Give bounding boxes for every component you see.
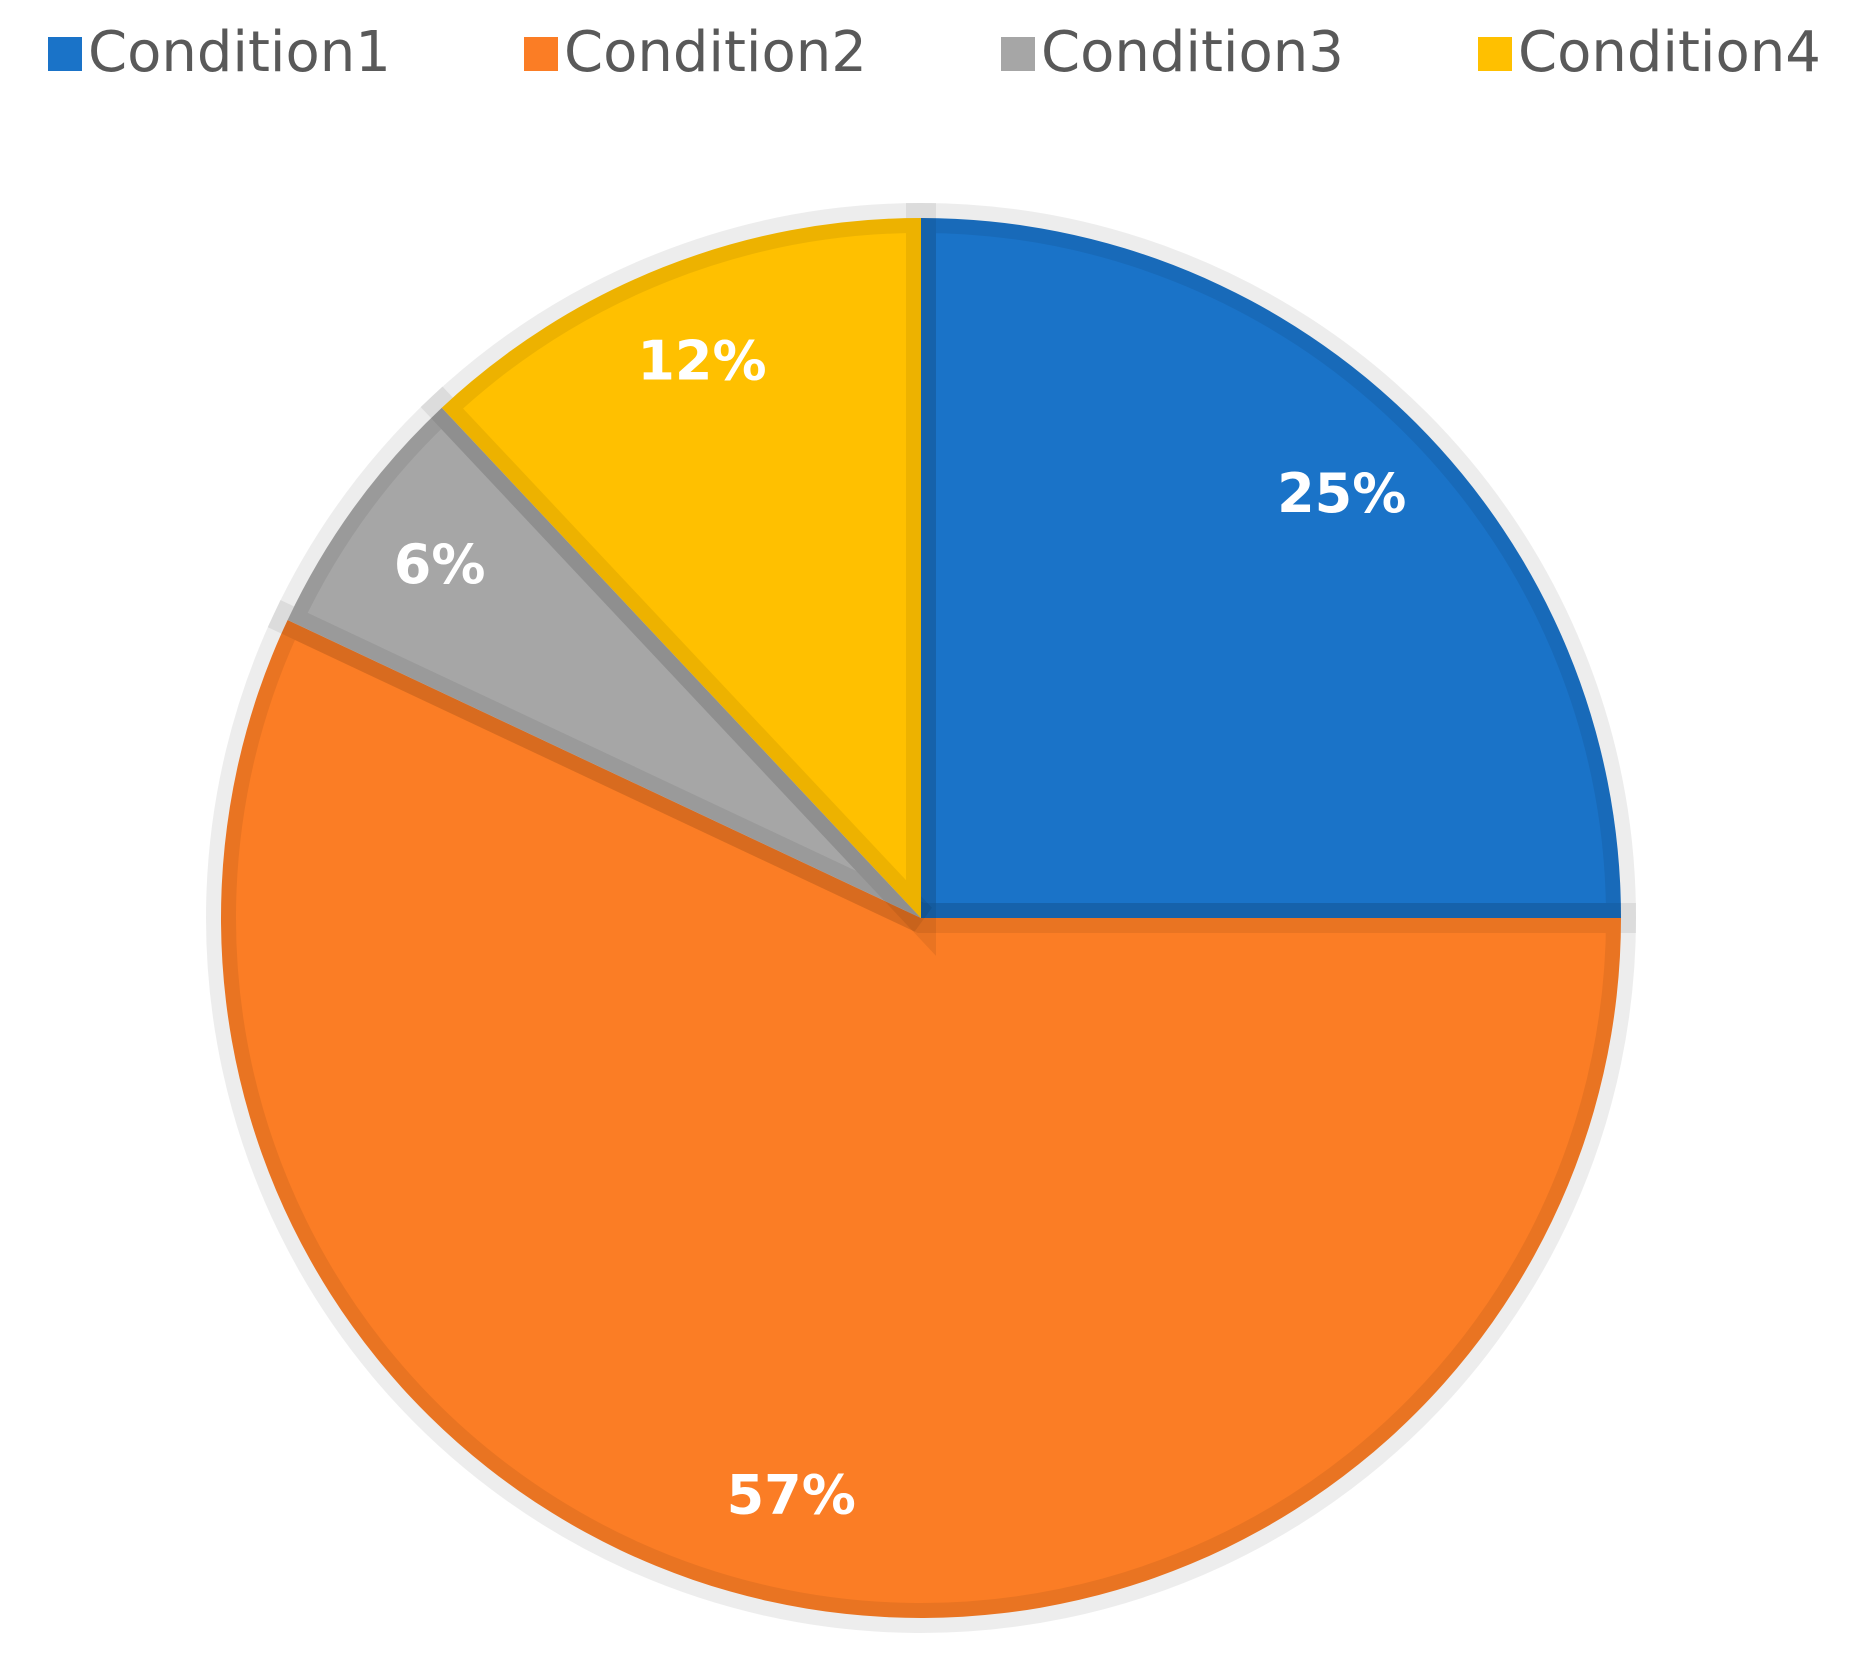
legend-label: Condition1 [88, 20, 391, 85]
legend-label: Condition4 [1518, 20, 1821, 85]
legend-label: Condition3 [1041, 20, 1344, 85]
legend-label: Condition2 [564, 20, 867, 85]
data-label: 25% [1277, 462, 1406, 525]
legend-swatch [1478, 37, 1512, 71]
data-label: 57% [727, 1463, 856, 1526]
data-label: 12% [637, 329, 766, 392]
pie-slice [206, 599, 1637, 1633]
pie-slice [420, 202, 936, 956]
pie-slice [906, 202, 1637, 933]
data-label: 6% [394, 533, 486, 596]
legend-swatch [1001, 37, 1035, 71]
legend-swatch [48, 37, 82, 71]
pie-slice [267, 386, 932, 932]
legend-swatch [524, 37, 558, 71]
